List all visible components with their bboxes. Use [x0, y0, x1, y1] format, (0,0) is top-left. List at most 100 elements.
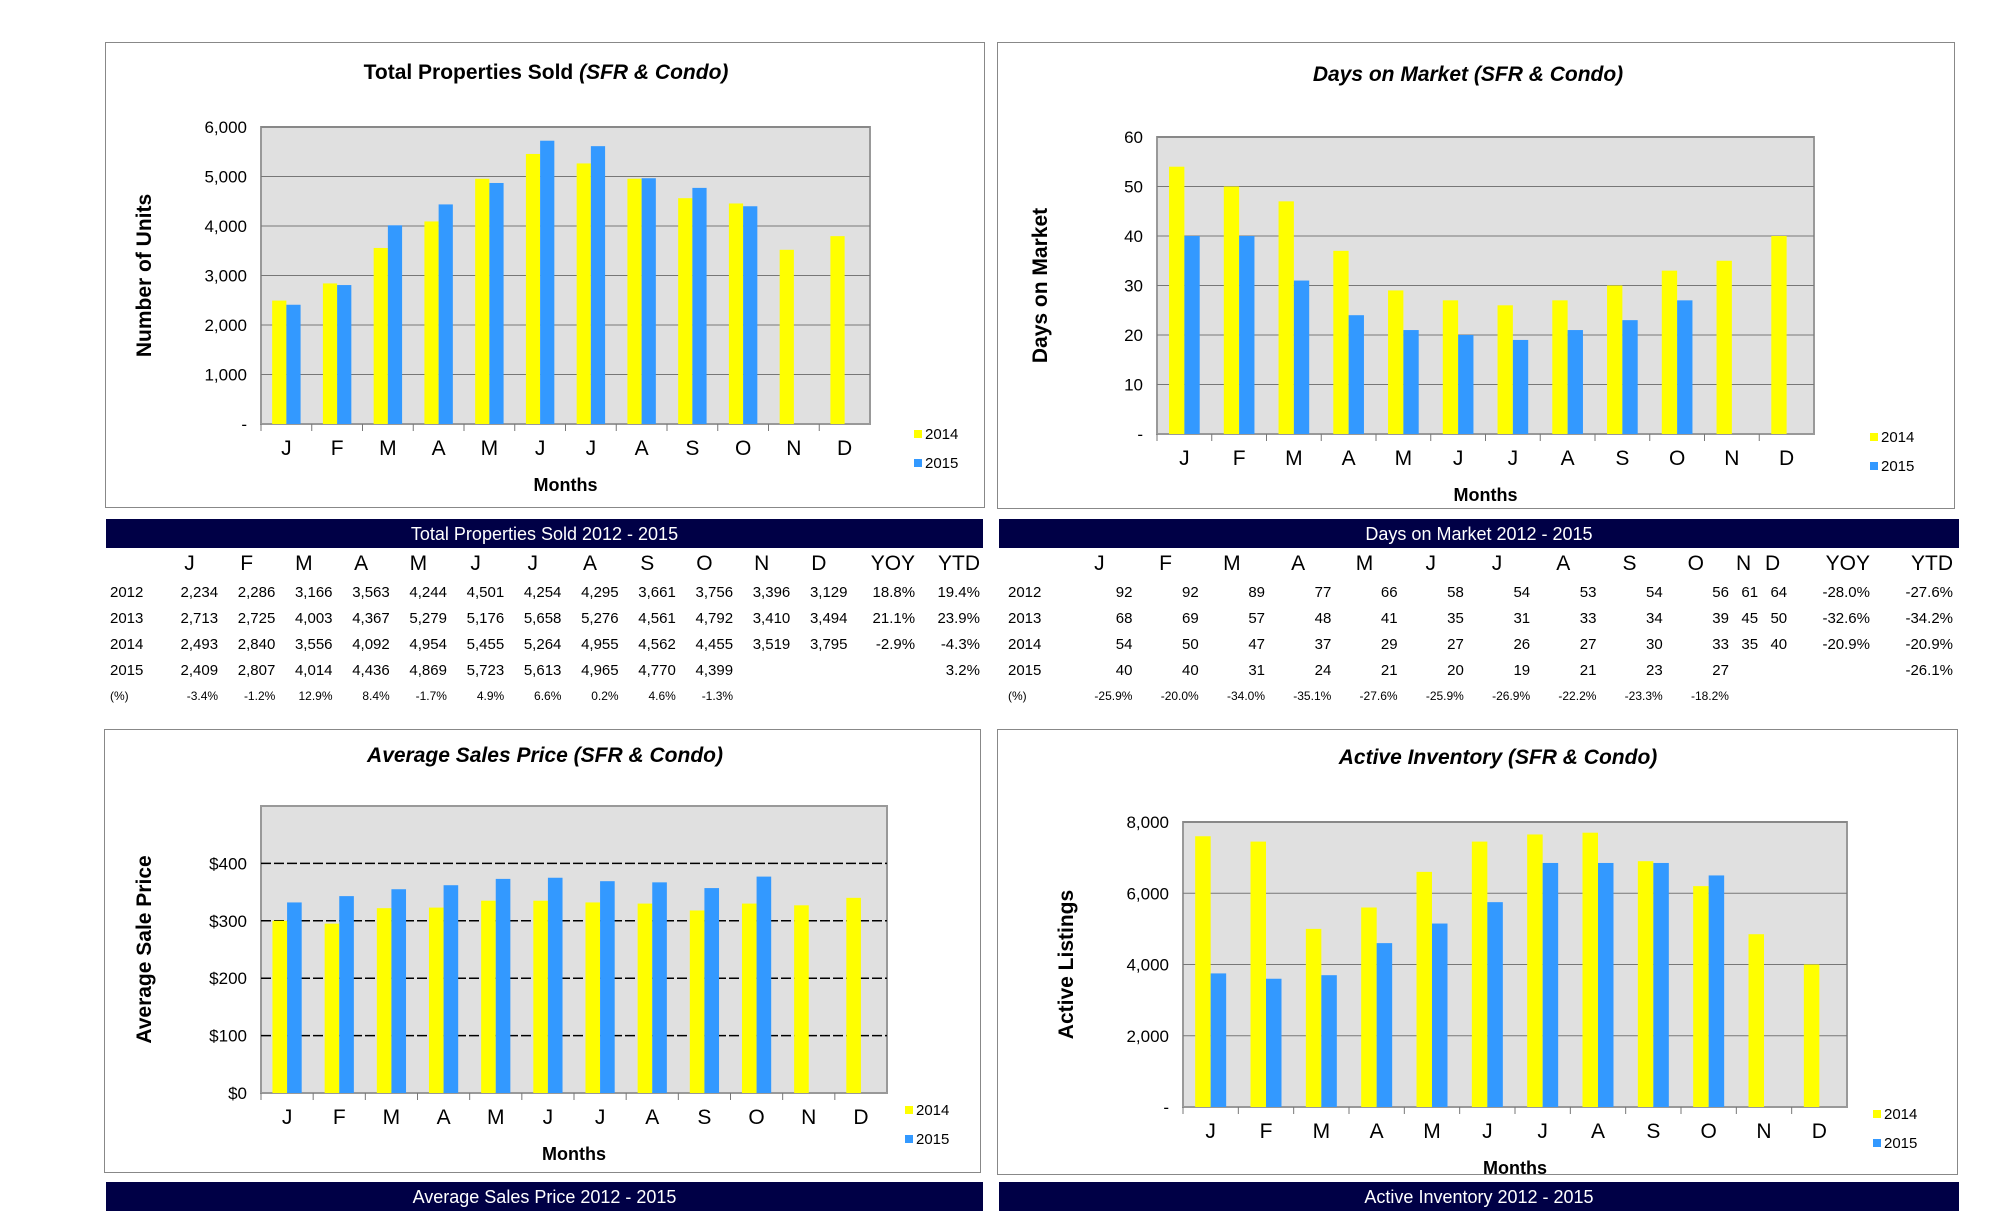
table-cell: 3,396 — [752, 583, 791, 601]
bar-2015 — [339, 896, 354, 1093]
x-tick-label: M — [379, 437, 397, 460]
table-title-days-on-market: Days on Market 2012 - 2015 — [999, 519, 1959, 548]
table-cell: 5,176 — [466, 609, 505, 627]
x-tick-label: A — [635, 437, 649, 460]
x-tick-label: M — [1423, 1120, 1441, 1143]
x-tick-label: D — [853, 1106, 868, 1129]
table-cell: 3,166 — [294, 583, 333, 601]
table-cell — [1008, 549, 1066, 579]
table-cell: 20 — [1447, 661, 1464, 679]
bar-2015 — [287, 902, 302, 1093]
chart-title: Days on Market (SFR & Condo) — [1313, 63, 1623, 86]
x-tick-label: F — [1260, 1120, 1273, 1143]
table-cell: -22.2% — [1558, 689, 1597, 703]
table-cell — [847, 657, 915, 683]
x-tick-label: N — [786, 437, 801, 460]
legend-swatch — [1870, 462, 1878, 470]
bar-2015 — [1512, 339, 1529, 434]
x-tick-label: S — [1646, 1120, 1660, 1143]
table-cell: -20.0% — [1160, 689, 1199, 703]
bar-2015 — [443, 885, 459, 1093]
table-cell: 68 — [1115, 609, 1133, 627]
bar-2014 — [1637, 861, 1654, 1107]
table-cell: 45 — [1741, 609, 1759, 627]
bar-2014 — [846, 897, 861, 1093]
table-cell: 2012 — [1008, 583, 1042, 601]
table-cell: 24 — [1314, 661, 1332, 679]
table-cell: 66 — [1380, 583, 1398, 601]
table-cell: S — [1622, 552, 1637, 575]
bar-2014 — [741, 903, 757, 1093]
bar-2014 — [475, 178, 490, 424]
table-total-sold: J F M A M J J A S O N D YOY YTD 2012 2,234 2,286 3,166 3,5… — [110, 549, 980, 709]
x-tick-label: D — [1779, 447, 1794, 470]
table-cell: 27 — [1579, 635, 1597, 653]
bar-2014 — [678, 198, 693, 424]
legend-label: 2014 — [1884, 1106, 1917, 1123]
table-cell: D — [811, 552, 827, 575]
x-axis-label: Months — [1454, 485, 1518, 505]
x-tick-label: N — [1724, 447, 1739, 470]
x-tick-label: O — [748, 1106, 764, 1129]
bar-2014 — [1552, 300, 1568, 434]
table-cell — [1787, 683, 1870, 709]
table-cell: 21.1% — [872, 609, 916, 627]
table-cell: -3.4% — [186, 689, 219, 703]
bar-2014 — [525, 153, 541, 424]
table-cell: 4,561 — [638, 609, 676, 627]
bar-2015 — [1567, 330, 1583, 434]
bar-2015 — [1598, 862, 1614, 1107]
table-cell: 33 — [1712, 635, 1729, 653]
bar-2014 — [1169, 166, 1185, 434]
table-cell: J — [527, 552, 539, 575]
table-cell: 47 — [1248, 635, 1266, 653]
bar-2014 — [1333, 250, 1349, 434]
table-cell: 4,955 — [581, 635, 619, 653]
x-tick-label: A — [437, 1106, 451, 1129]
table-cell: 2,807 — [237, 661, 276, 679]
y-tick-label: 30 — [1124, 277, 1143, 296]
table-cell: J — [184, 552, 195, 575]
chart-active-inventory: - 2,000 4,000 6,000 8,000 J F M A M J J A S O N D Active … — [1055, 746, 1917, 1176]
x-tick-label: J — [1537, 1120, 1548, 1143]
bar-2014 — [1607, 285, 1623, 434]
bar-2015 — [540, 140, 555, 425]
bar-2014 — [1195, 836, 1211, 1107]
table-cell: 3,556 — [294, 635, 333, 653]
table-cell: -26.9% — [1492, 689, 1531, 703]
table-cell: M — [1355, 552, 1374, 575]
table-row: 2015 40 40 31 24 21 20 19 21 23 27 -26.1% — [1008, 657, 1953, 683]
y-tick-label: $200 — [209, 969, 247, 988]
table-cell — [847, 683, 915, 709]
x-tick-label: M — [1285, 447, 1303, 470]
table-cell: 5,279 — [409, 609, 447, 627]
x-tick-label: M — [481, 437, 499, 460]
x-tick-label: S — [685, 437, 699, 460]
chart-panel-days-on-market: - 10 20 30 40 50 60 J F M A M J J A S O N D Days on Market … — [997, 42, 1955, 509]
table-cell: YTD — [938, 552, 980, 575]
table-cell: 5,723 — [466, 661, 505, 679]
table-cell: 33 — [1579, 609, 1597, 627]
bar-2014 — [1748, 934, 1764, 1107]
x-tick-label: D — [1812, 1120, 1827, 1143]
table-cell: J — [1094, 552, 1105, 575]
table-cell: O — [1687, 552, 1705, 575]
table-cell: -18.2% — [1690, 689, 1729, 703]
table-title-total-sold: Total Properties Sold 2012 - 2015 — [106, 519, 983, 548]
table-cell — [1870, 683, 1953, 709]
table-cell: -27.6% — [1359, 689, 1398, 703]
y-tick-label: 2,000 — [204, 316, 247, 335]
table-cell: 54 — [1513, 583, 1531, 601]
table-cell: 3,410 — [752, 609, 791, 627]
bar-2014 — [1442, 300, 1459, 434]
y-tick-label: - — [241, 415, 247, 434]
table-title-average-price: Average Sales Price 2012 - 2015 — [106, 1182, 983, 1211]
legend-label: 2014 — [1881, 429, 1914, 446]
table-cell: 92 — [1182, 583, 1199, 601]
legend-swatch — [1873, 1139, 1881, 1147]
table-cell: 40 — [1182, 661, 1199, 679]
table-cell: 40 — [1770, 635, 1788, 653]
table-cell — [915, 683, 980, 709]
y-tick-label: 3,000 — [204, 267, 247, 286]
x-tick-label: M — [1395, 447, 1413, 470]
